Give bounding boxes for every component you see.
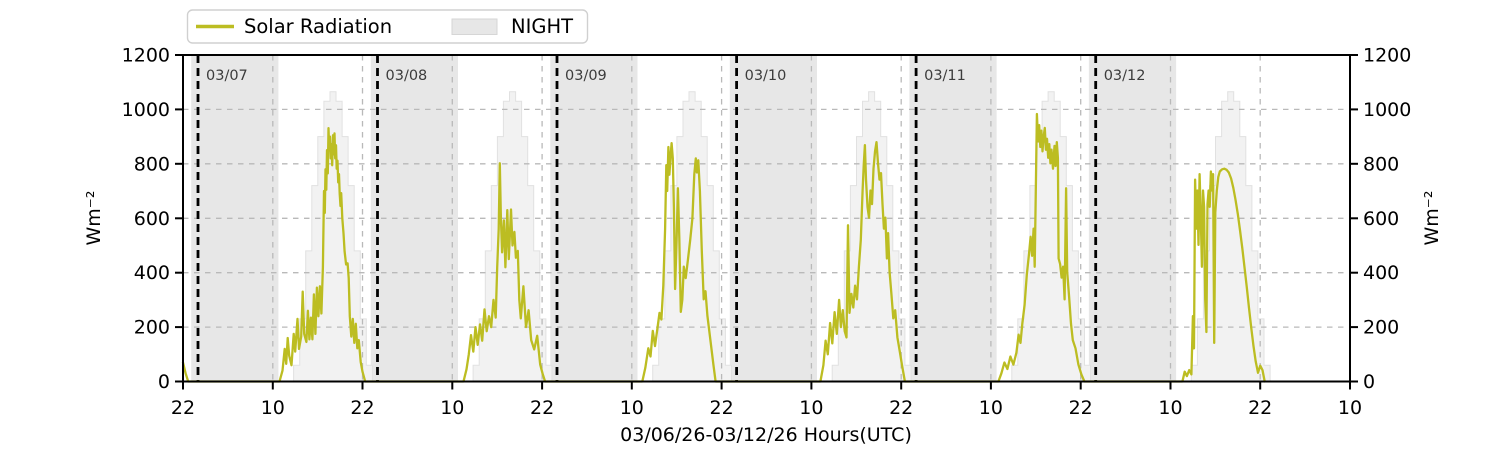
y-tick-label-right: 400 (1363, 262, 1399, 284)
x-tick-label: 10 (1158, 397, 1182, 419)
date-label: 03/10 (745, 68, 787, 84)
y-tick-label-right: 1200 (1363, 45, 1411, 67)
x-tick-label: 22 (350, 397, 374, 419)
x-tick-label: 22 (710, 397, 734, 419)
date-label: 03/09 (565, 68, 607, 84)
x-tick-label: 10 (261, 397, 285, 419)
y-axis-label-right: Wm⁻² (1421, 191, 1443, 246)
clear-sky-envelope (1011, 91, 1091, 382)
y-tick-label-left: 0 (158, 371, 170, 393)
x-tick-label: 10 (440, 397, 464, 419)
clear-sky-envelope (831, 91, 912, 382)
x-tick-label: 22 (1248, 397, 1272, 419)
solar-series-layer (181, 112, 1266, 383)
y-tick-label-left: 1200 (122, 45, 170, 67)
grid-layer (183, 55, 1350, 382)
x-tick-label: 22 (889, 397, 913, 419)
legend: Solar Radiation NIGHT (186, 9, 589, 44)
midnight-markers-layer: 03/07 03/08 03/09 03/10 03/11 03/12 (196, 55, 1146, 382)
legend-solar-label: Solar Radiation (244, 15, 392, 38)
legend-night-label: NIGHT (511, 15, 573, 38)
x-tick-label: 10 (620, 397, 644, 419)
x-tick-label: 22 (1069, 397, 1093, 419)
x-axis-label: 03/06/26-03/12/26 Hours(UTC) (620, 424, 912, 446)
y-tick-label-right: 0 (1363, 371, 1375, 393)
y-tick-label-right: 600 (1363, 208, 1399, 230)
y-tick-label-left: 800 (134, 153, 170, 175)
y-tick-label-right: 1000 (1363, 99, 1411, 121)
x-tick-label: 10 (799, 397, 823, 419)
y-tick-label-right: 200 (1363, 317, 1399, 339)
y-axis-label-left: Wm⁻² (83, 191, 105, 246)
x-tick-label: 22 (530, 397, 554, 419)
y-tick-label-right: 800 (1363, 153, 1399, 175)
x-tick-label: 10 (1338, 397, 1362, 419)
clear-sky-envelope (1190, 91, 1271, 382)
x-tick-label: 22 (171, 397, 195, 419)
y-tick-label-left: 1000 (122, 99, 170, 121)
legend-night-swatch (451, 18, 498, 35)
x-tick-label: 10 (979, 397, 1003, 419)
date-label: 03/12 (1104, 68, 1146, 84)
y-tick-label-left: 600 (134, 208, 170, 230)
date-label: 03/08 (386, 68, 428, 84)
date-label: 03/07 (206, 68, 248, 84)
date-label: 03/11 (924, 68, 966, 84)
solar-radiation-line (181, 112, 1266, 383)
y-tick-label-left: 400 (134, 262, 170, 284)
y-tick-label-left: 200 (134, 317, 170, 339)
